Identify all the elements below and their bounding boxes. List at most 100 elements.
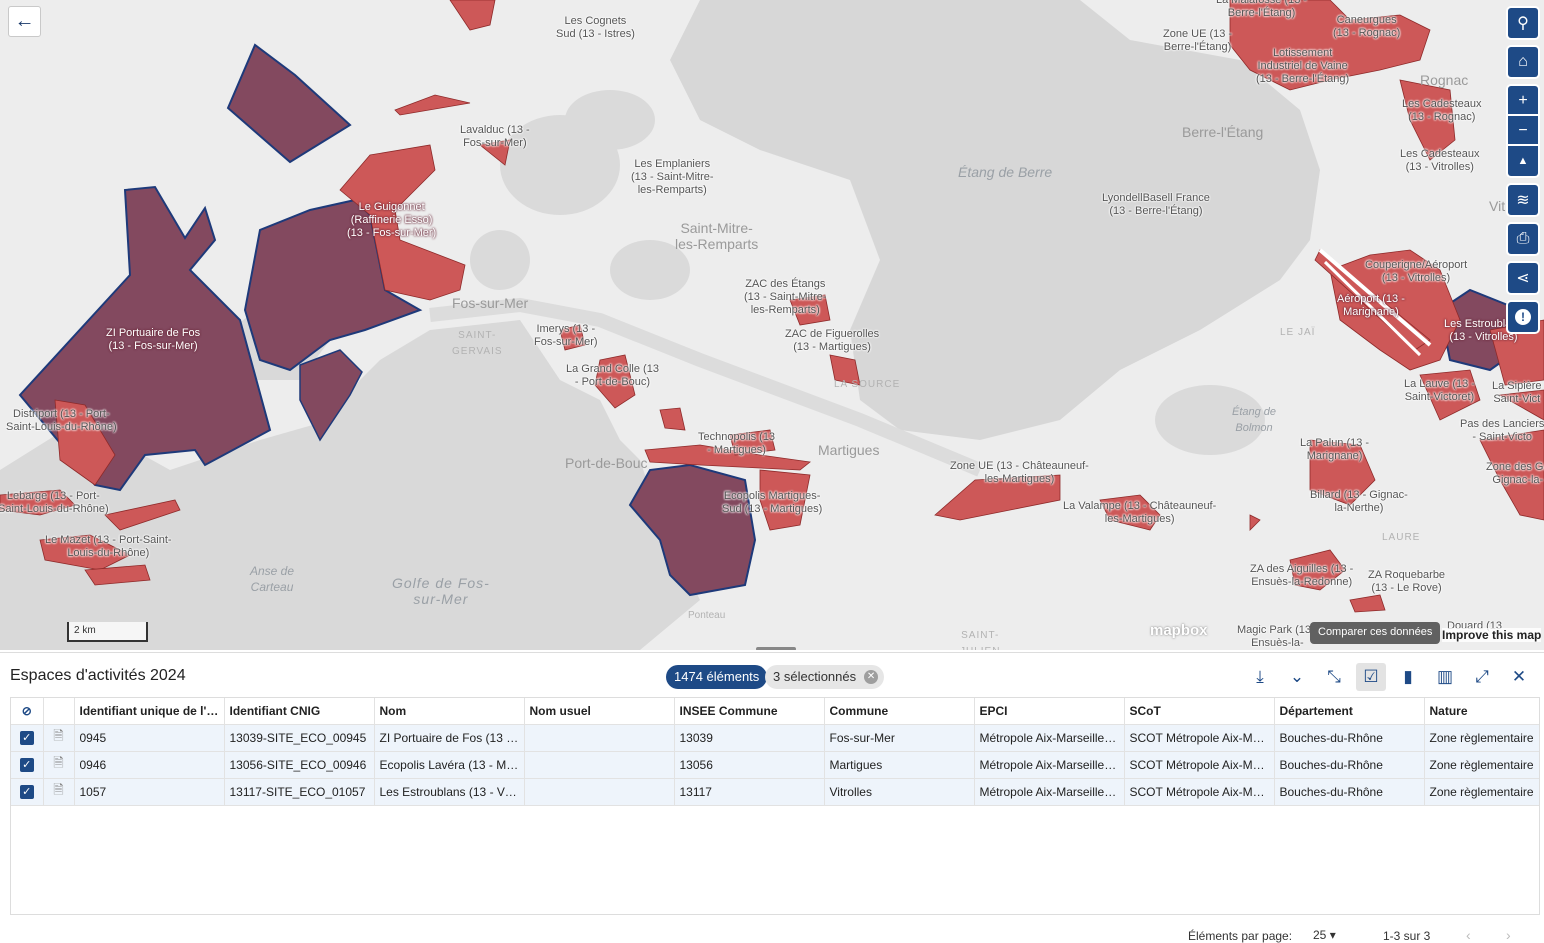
zone-label: ZI Portuaire de Fos (13 - Fos-sur-Mer) [106, 327, 201, 352]
zone-label: Caneurgues (13 - Rognac) [1333, 14, 1401, 39]
download-options-button[interactable]: ⌄ [1282, 663, 1312, 691]
table-cell: Martigues [824, 751, 975, 779]
page-range: 1-3 sur 3 [1383, 929, 1431, 943]
chevron-left-icon: ‹ [1466, 927, 1471, 943]
mapbox-logo[interactable]: mapbox [1150, 622, 1208, 639]
place-saint-julien: SAINT- JULIEN [960, 630, 1000, 650]
column-header[interactable]: INSEE Commune [674, 698, 825, 725]
place-etang-de-berre: Étang de Berre [958, 164, 1053, 180]
place-laure: LAURE [1382, 532, 1421, 543]
table-cell: Zone règlementaire [1424, 778, 1539, 806]
zone-label: Billard (13 - Gignac- la-Nerthe) [1310, 489, 1408, 514]
place-berre: Berre-l'Étang [1182, 124, 1264, 140]
alert-button[interactable]: ! [1508, 302, 1538, 332]
table-cell: Bouches-du-Rhône [1274, 778, 1425, 806]
caret-down-icon: ▾ [1329, 928, 1336, 942]
zoom-in-button[interactable]: + [1508, 86, 1538, 116]
expand-button[interactable]: ⤢ [1467, 663, 1497, 691]
per-page-value: 25 [1313, 928, 1327, 942]
zone-label: Le Mazet (13 - Port-Saint- Louis-du-Rhôn… [45, 534, 172, 559]
row-details-button[interactable]: 🗎 [43, 724, 75, 752]
prev-page-button[interactable]: ‹ [1466, 927, 1471, 943]
per-page-select[interactable]: 25 ▾ [1313, 928, 1336, 942]
zoom-out-button[interactable]: − [1508, 116, 1538, 146]
place-rognac: Rognac [1420, 72, 1469, 88]
compare-data-button[interactable]: ☑ [1356, 663, 1386, 691]
place-martigues: Martigues [818, 442, 880, 458]
table-cell: Métropole Aix-Marseille-Provence [974, 778, 1125, 806]
table-row[interactable]: ✓ 🗎 0945 13039-SITE_ECO_00945 ZI Portuai… [11, 724, 1539, 752]
place-saint-mitre: Saint-Mitre- les-Remparts [675, 220, 759, 252]
column-header[interactable]: Nom usuel [524, 698, 675, 725]
share-button[interactable]: ⋖ [1508, 263, 1538, 293]
table-row[interactable]: ✓ 🗎 0946 13056-SITE_ECO_00946 Ecopolis L… [11, 751, 1539, 779]
next-page-button[interactable]: › [1506, 927, 1511, 943]
zone-label: ZA des Aiguilles (13 - Ensuès-la-Redonne… [1250, 563, 1354, 588]
zone-label: La Sipière Saint-Vict [1492, 380, 1542, 405]
zoom-to-selection-button[interactable]: ⤡ [1319, 663, 1349, 691]
print-button[interactable]: ⎙ [1508, 224, 1538, 254]
clear-selection-icon[interactable]: ✕ [864, 670, 879, 684]
selection-count: 3 sélectionnés [773, 669, 857, 684]
scale-bar: 2 km [67, 622, 148, 642]
row-checkbox[interactable]: ✓ [11, 724, 44, 752]
place-golfe-de-fos: Golfe de Fos- sur-Mer [392, 575, 490, 607]
table-row[interactable]: ✓ 🗎 1057 13117-SITE_ECO_01057 Les Estrou… [11, 778, 1539, 806]
zone-label: Lavalduc (13 - Fos-sur-Mer) [460, 124, 530, 149]
zone-label: Distriport (13 - Port- Saint-Louis-du-Rh… [6, 408, 117, 433]
zone-label: La Lauve (13 - Saint-Victoret) [1404, 378, 1475, 403]
close-panel-button[interactable]: ✕ [1504, 663, 1534, 691]
home-button[interactable]: ⌂ [1508, 47, 1538, 77]
download-button[interactable]: ⤓ [1245, 663, 1275, 691]
table-cell [524, 724, 675, 752]
column-header[interactable]: Nom [374, 698, 525, 725]
compass-icon: ▲ [1517, 155, 1529, 167]
data-table: ⊘ Identifiant unique de l'EA Identifiant… [10, 697, 1540, 915]
row-details-button[interactable]: 🗎 [43, 778, 75, 806]
layers-button[interactable]: ≋ [1508, 185, 1538, 215]
place-port-de-bouc: Port-de-Bouc [565, 455, 648, 471]
zone-label: Les Cadesteaux (13 - Rognac) [1402, 98, 1482, 123]
map[interactable]: Étang de Berre Berre-l'Étang Rognac Vitr… [0, 0, 1544, 650]
document-icon: 🗎 [53, 754, 64, 770]
layers-icon: ≋ [1516, 192, 1530, 209]
column-header[interactable]: EPCI [974, 698, 1125, 725]
zone-label: LyondellBasell France (13 - Berre-l'Étan… [1102, 192, 1210, 217]
column-header[interactable]: Nature [1424, 698, 1539, 725]
column-header[interactable]: Identifiant CNIG [224, 698, 375, 725]
search-button[interactable]: ⚲ [1508, 8, 1538, 38]
table-cell: 13117-SITE_ECO_01057 [224, 778, 375, 806]
columns-button[interactable]: ▥ [1430, 663, 1460, 691]
download-icon: ⤓ [1256, 667, 1264, 686]
improve-map-link[interactable]: Improve this map [1442, 628, 1542, 642]
row-checkbox[interactable]: ✓ [11, 751, 44, 779]
map-view-button[interactable]: ▮ [1393, 663, 1423, 691]
table-cell: SCOT Métropole Aix-Marseille-Provence [1124, 778, 1275, 806]
per-page-label: Éléments par page: [1188, 929, 1293, 943]
zone-label: Lotissement Industriel de Vaine (13 - Be… [1256, 47, 1350, 85]
search-icon: ⚲ [1517, 15, 1529, 32]
compass-button[interactable]: ▲ [1508, 146, 1538, 176]
column-header[interactable]: Département [1274, 698, 1425, 725]
map-canvas[interactable] [0, 0, 1544, 650]
column-header[interactable]: Commune [824, 698, 975, 725]
table-cell: 0946 [74, 751, 225, 779]
selection-chip[interactable]: 3 sélectionnés ✕ [765, 665, 885, 689]
column-header[interactable]: Identifiant unique de l'EA [74, 698, 225, 725]
row-checkbox[interactable]: ✓ [11, 778, 44, 806]
back-button[interactable]: ← [8, 6, 41, 37]
table-cell: Métropole Aix-Marseille-Provence [974, 751, 1125, 779]
home-icon: ⌂ [1518, 53, 1528, 70]
zone-label: Le Guigonnet (Raffinerie Esso) (13 - Fos… [347, 201, 437, 239]
pagination-footer: Éléments par page: 25 ▾ 1-3 sur 3 ‹ › [0, 923, 1544, 943]
panel-resize-handle[interactable] [756, 647, 796, 650]
row-details-button[interactable]: 🗎 [43, 751, 75, 779]
column-header[interactable]: SCoT [1124, 698, 1275, 725]
filter-selected-header[interactable]: ⊘ [11, 698, 44, 725]
table-cell [524, 751, 675, 779]
print-icon: ⎙ [1516, 230, 1530, 247]
zone-label: Ecopolis Martigues- Sud (13 - Martigues) [722, 490, 823, 515]
zone-label: Les Emplaniers (13 - Saint-Mitre- les-Re… [631, 158, 714, 196]
chevron-right-icon: › [1506, 927, 1511, 943]
zone-label: Aéroport (13 - Marignane) [1337, 293, 1405, 318]
